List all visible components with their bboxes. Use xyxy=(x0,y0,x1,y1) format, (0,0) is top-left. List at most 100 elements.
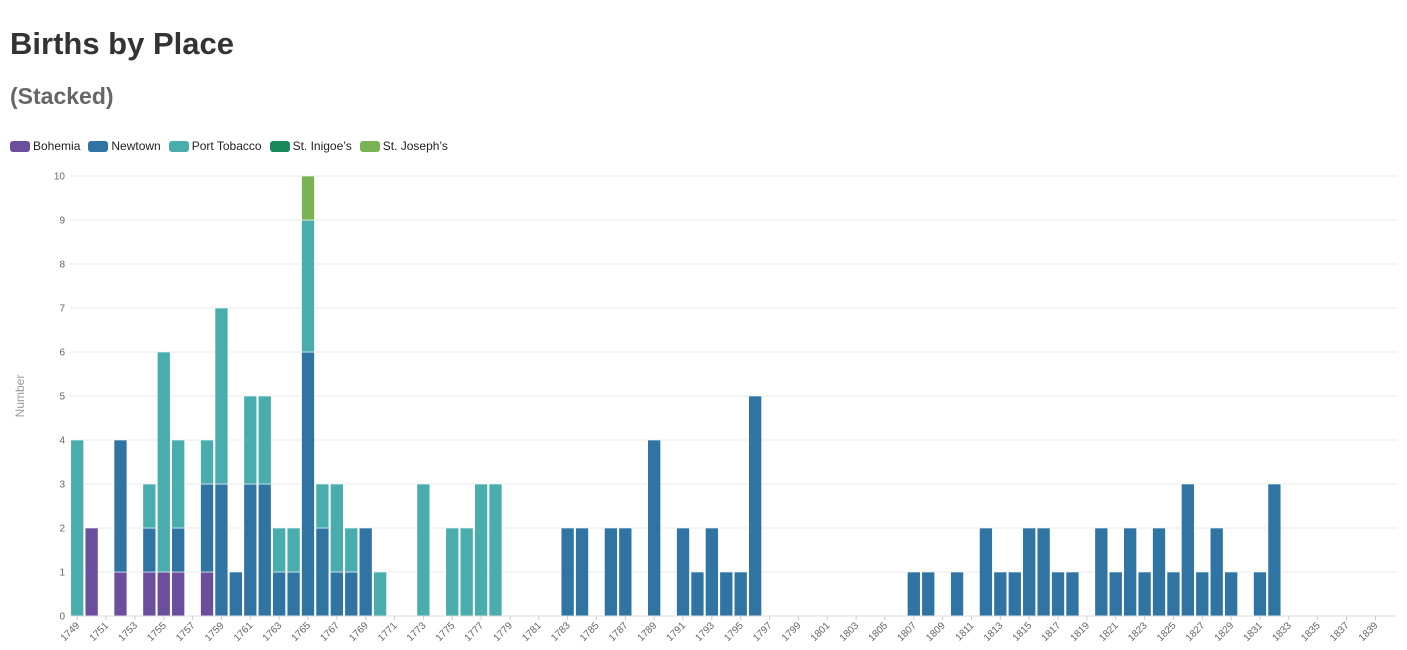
bar-newtown-1815 xyxy=(1022,527,1036,617)
bar-newtown-1768 xyxy=(344,571,359,617)
bar-newtown-1786 xyxy=(604,527,618,617)
x-tick-label: 1807 xyxy=(895,620,919,644)
bar-newtown-1795 xyxy=(733,571,748,617)
bar-port-tobacco-1766 xyxy=(315,483,330,529)
x-tick-label: 1753 xyxy=(117,620,141,644)
legend-item-bohemia[interactable]: Bohemia xyxy=(10,139,80,153)
x-tick-label: 1757 xyxy=(174,620,198,644)
legend-item-port-tobacco[interactable]: Port Tobacco xyxy=(168,139,262,153)
bar-bohemia-1750 xyxy=(84,527,99,617)
bar-newtown-1810 xyxy=(950,571,964,617)
bar-newtown-1808 xyxy=(921,571,935,617)
legend-swatch xyxy=(269,140,290,152)
x-tick-label: 1795 xyxy=(722,620,746,644)
bar-newtown-1791 xyxy=(676,527,690,617)
y-tick-label: 7 xyxy=(59,304,65,315)
bar-port-tobacco-1759 xyxy=(214,307,229,485)
x-tick-label: 1829 xyxy=(1213,620,1237,644)
bar-newtown-1764 xyxy=(286,571,301,617)
bar-port-tobacco-1761 xyxy=(243,395,258,485)
y-tick-label: 9 xyxy=(59,216,65,227)
legend-label: Port Tobacco xyxy=(191,139,262,153)
bar-newtown-1832 xyxy=(1267,483,1282,617)
bar-newtown-1828 xyxy=(1209,527,1224,617)
x-tick-label: 1765 xyxy=(290,620,314,644)
bar-newtown-1824 xyxy=(1152,527,1166,617)
legend-swatch xyxy=(359,140,380,152)
x-tick-label: 1823 xyxy=(1126,620,1150,644)
bar-port-tobacco-1749 xyxy=(70,439,84,617)
bar-newtown-1813 xyxy=(993,571,1008,617)
bar-newtown-1766 xyxy=(315,527,330,617)
x-tick-label: 1761 xyxy=(232,620,256,644)
bar-newtown-1796 xyxy=(748,395,762,617)
bar-port-tobacco-1777 xyxy=(474,483,488,617)
legend-label: Newtown xyxy=(111,139,161,153)
bar-port-tobacco-1763 xyxy=(272,527,286,573)
bar-st-joseph-s-1765 xyxy=(301,175,315,221)
bar-newtown-1789 xyxy=(647,439,661,617)
y-tick-label: 10 xyxy=(54,172,66,183)
x-tick-label: 1837 xyxy=(1328,620,1352,644)
x-tick-label: 1749 xyxy=(59,620,83,644)
legend-item-newtown[interactable]: Newtown xyxy=(88,139,161,153)
x-tick-label: 1819 xyxy=(1068,620,1092,644)
bar-bohemia-1756 xyxy=(171,571,185,617)
bar-newtown-1784 xyxy=(575,527,589,617)
bar-newtown-1822 xyxy=(1123,527,1137,617)
x-tick-label: 1779 xyxy=(492,620,516,644)
bar-bohemia-1755 xyxy=(156,571,171,617)
y-axis-label: Number xyxy=(13,375,27,418)
bar-port-tobacco-1756 xyxy=(171,439,185,529)
y-tick-label: 1 xyxy=(59,568,65,579)
bar-port-tobacco-1755 xyxy=(156,351,171,573)
chart-legend: Bohemia Newtown Port Tobacco St. Inigoe’s St… xyxy=(10,139,456,153)
bar-newtown-1767 xyxy=(330,571,344,617)
bar-newtown-1763 xyxy=(272,571,286,617)
bar-newtown-1765 xyxy=(301,351,315,617)
x-tick-label: 1755 xyxy=(145,620,169,644)
bar-newtown-1826 xyxy=(1181,483,1195,617)
x-tick-label: 1751 xyxy=(88,620,112,644)
x-tick-label: 1799 xyxy=(780,620,804,644)
bar-newtown-1817 xyxy=(1051,571,1065,617)
chart-subtitle: (Stacked) xyxy=(10,83,114,109)
y-tick-label: 3 xyxy=(59,480,65,491)
bar-port-tobacco-1758 xyxy=(200,439,214,485)
y-tick-label: 2 xyxy=(59,524,65,535)
legend-item-st-joseph-s[interactable]: St. Joseph’s xyxy=(359,139,448,153)
bar-newtown-1759 xyxy=(214,483,229,617)
x-tick-label: 1791 xyxy=(665,620,689,644)
x-tick-label: 1809 xyxy=(924,620,948,644)
x-tick-label: 1797 xyxy=(751,620,775,644)
bar-port-tobacco-1754 xyxy=(142,483,157,529)
bar-port-tobacco-1765 xyxy=(301,219,315,353)
bar-port-tobacco-1762 xyxy=(257,395,272,485)
bar-newtown-1823 xyxy=(1137,571,1152,617)
x-tick-label: 1763 xyxy=(261,620,285,644)
x-tick-label: 1781 xyxy=(520,620,544,644)
x-tick-label: 1827 xyxy=(1184,620,1208,644)
legend-item-st-inigoe-s[interactable]: St. Inigoe’s xyxy=(269,139,352,153)
bar-port-tobacco-1767 xyxy=(330,483,344,573)
bar-newtown-1816 xyxy=(1036,527,1051,617)
bar-newtown-1761 xyxy=(243,483,258,617)
x-tick-label: 1775 xyxy=(434,620,458,644)
bar-newtown-1814 xyxy=(1008,571,1022,617)
bar-port-tobacco-1778 xyxy=(488,483,503,617)
x-tick-label: 1789 xyxy=(636,620,660,644)
bar-port-tobacco-1770 xyxy=(373,571,387,617)
x-tick-label: 1815 xyxy=(1011,620,1035,644)
bar-newtown-1754 xyxy=(142,527,157,573)
x-tick-label: 1839 xyxy=(1357,620,1381,644)
x-tick-label: 1787 xyxy=(607,620,631,644)
x-tick-label: 1803 xyxy=(838,620,862,644)
bar-newtown-1756 xyxy=(171,527,185,573)
x-tick-label: 1793 xyxy=(693,620,717,644)
bar-newtown-1752 xyxy=(113,439,128,573)
x-tick-label: 1817 xyxy=(1040,620,1064,644)
x-tick-label: 1783 xyxy=(549,620,573,644)
bar-newtown-1812 xyxy=(979,527,993,617)
bar-newtown-1825 xyxy=(1166,571,1181,617)
